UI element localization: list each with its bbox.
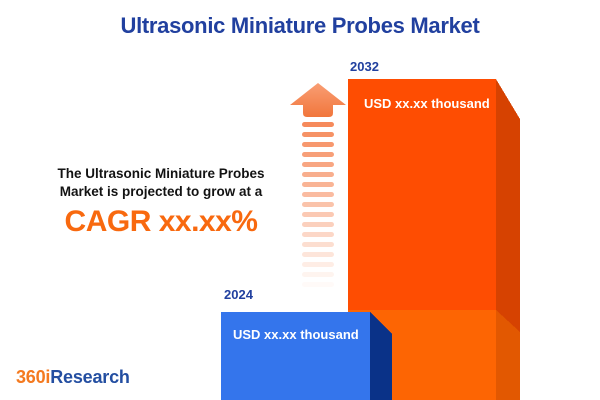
arrow-stripe	[302, 162, 334, 167]
arrow-stripe	[302, 262, 334, 267]
growth-arrow-up-icon	[290, 83, 346, 292]
logo-part-360i: 360i	[16, 367, 51, 387]
arrow-stripe	[302, 182, 334, 187]
bar-2032-side-lower	[496, 310, 520, 400]
bar-value-label-2024: USD xx.xx thousand	[233, 327, 359, 342]
arrow-stripe	[302, 132, 334, 137]
arrow-stripe	[302, 252, 334, 257]
arrow-stripe	[302, 172, 334, 177]
bar-2032-side-upper	[496, 79, 520, 332]
bar-2024-face	[221, 312, 370, 400]
cagr-text: CAGR xx.xx%	[64, 204, 258, 238]
bar-value-label-2032: USD xx.xx thousand	[364, 96, 490, 111]
description-block: The Ultrasonic Miniature Probes Market i…	[10, 165, 312, 239]
growth-arrow-head	[290, 83, 346, 117]
description-line-1: The Ultrasonic Miniature Probes	[57, 166, 265, 181]
bar-2024-side	[370, 312, 392, 400]
arrow-stripe	[302, 192, 334, 197]
arrow-stripe	[302, 212, 334, 217]
growth-arrow-stripes	[302, 122, 334, 287]
bar-year-label-2032: 2032	[350, 59, 379, 74]
logo: 360iResearch	[16, 367, 130, 388]
arrow-stripe	[302, 242, 334, 247]
arrow-stripe	[302, 232, 334, 237]
description-line-2: Market is projected to grow at a	[59, 183, 263, 199]
arrow-stripe	[302, 272, 334, 277]
arrow-stripe	[302, 152, 334, 157]
arrow-stripe	[302, 202, 334, 207]
arrow-stripe	[302, 282, 334, 287]
logo-part-research: Research	[50, 367, 130, 387]
bar-2032-face-upper	[348, 79, 496, 310]
page-title: Ultrasonic Miniature Probes Market	[120, 13, 480, 38]
arrow-stripe	[302, 142, 334, 147]
bar-year-label-2024: 2024	[224, 287, 253, 302]
arrow-stripe	[302, 122, 334, 127]
arrow-stripe	[302, 222, 334, 227]
